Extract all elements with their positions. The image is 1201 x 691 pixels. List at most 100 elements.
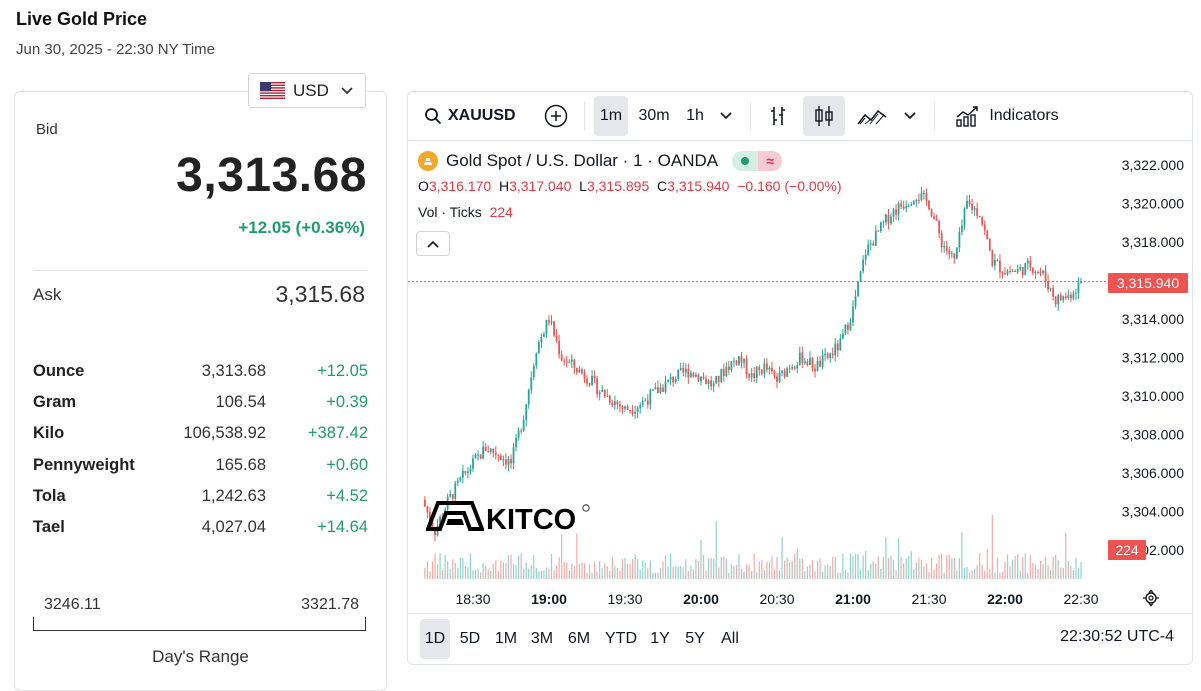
volume-bar (654, 572, 656, 579)
candle-body (829, 353, 832, 359)
volume-bar (1077, 567, 1080, 579)
volume-bar (999, 572, 1001, 579)
symbol-search-button[interactable]: XAUUSD (418, 96, 524, 136)
volume-bar (474, 569, 477, 579)
candle-body (426, 506, 429, 513)
candle-body (750, 373, 753, 378)
candle-body (1039, 272, 1042, 274)
currency-label: USD (293, 80, 329, 100)
candle-body (725, 366, 728, 377)
candle-body (459, 477, 462, 481)
indicators-button[interactable]: Indicators (944, 96, 1070, 136)
candle-body (565, 361, 568, 363)
volume-bar (634, 554, 636, 579)
candlestick-chart[interactable]: 3,322.0003,320.0003,318.0003,316.0003,31… (408, 141, 1192, 613)
chart-type-dropdown-button[interactable] (898, 96, 922, 136)
volume-bar (946, 555, 948, 579)
range-5y-button[interactable]: 5Y (685, 630, 705, 647)
volume-bar (601, 568, 603, 579)
volume-bar (566, 562, 568, 579)
candle-body (849, 322, 852, 330)
candle-body (505, 459, 507, 465)
volume-bar (796, 548, 798, 579)
candle-body (649, 389, 652, 405)
interval-1h-button[interactable]: 1h (686, 107, 704, 124)
y-tick-label: 3,318.000 (1122, 234, 1184, 250)
interval-30m-button[interactable]: 30m (638, 107, 670, 124)
volume-bar (505, 563, 507, 579)
volume-bar (472, 570, 474, 579)
candle-body (682, 367, 685, 373)
range-all-button[interactable]: All (721, 630, 739, 647)
volume-bar (662, 561, 664, 579)
volume-bar (860, 569, 862, 579)
volume-bar (943, 572, 945, 579)
volume-bar (1024, 553, 1026, 579)
candle-body (598, 391, 601, 395)
volume-bar (594, 561, 596, 579)
range-1y-button[interactable]: 1Y (650, 630, 670, 647)
range-1d-button[interactable]: 1D (420, 619, 450, 659)
candle-body (821, 355, 824, 367)
collapse-legend-button[interactable] (416, 231, 450, 256)
interval-1m-button[interactable]: 1m (594, 96, 628, 136)
unit-name: Pennyweight (33, 455, 135, 474)
candle-body (651, 389, 654, 391)
candle-body (791, 367, 794, 369)
unit-change: +4.52 (326, 486, 368, 505)
volume-bar (834, 556, 836, 579)
range-ytd-button[interactable]: YTD (605, 630, 637, 647)
range-5d-button[interactable]: 5D (459, 630, 481, 647)
unit-row-gram: Gram 106.54 +0.39 (33, 393, 368, 424)
compare-symbol-button[interactable] (540, 96, 572, 136)
volume-bar (882, 556, 884, 579)
candle-body (654, 387, 657, 390)
market-open-dot-icon (741, 157, 750, 165)
candle-body (722, 369, 725, 377)
volume-bar (637, 559, 639, 579)
divider (750, 102, 751, 130)
day-range-low: 3246.11 (44, 596, 101, 613)
candle-body (900, 203, 903, 207)
unit-row-ounce: Ounce 3,313.68 +12.05 (33, 362, 368, 393)
candle-body (525, 404, 528, 420)
market-status-pill[interactable]: ≈ (732, 151, 783, 171)
volume-bar (588, 564, 591, 579)
unit-price: 1,242.63 (201, 486, 266, 505)
volume-bar (477, 568, 479, 579)
range-6m-button[interactable]: 6M (567, 630, 591, 647)
volume-bar (510, 554, 512, 579)
candle-body (755, 367, 758, 378)
bar-chart-type-button[interactable] (760, 96, 796, 136)
candle-body (581, 369, 583, 374)
candle-body (700, 376, 702, 382)
volume-bar (708, 558, 710, 579)
interval-dropdown-button[interactable] (714, 96, 738, 136)
candle-body (449, 494, 452, 497)
candle-body (1016, 269, 1019, 272)
volume-bar (639, 569, 641, 579)
volume-bar (768, 562, 770, 579)
x-tick-label: 21:30 (911, 591, 946, 607)
settings-icon[interactable] (1143, 589, 1159, 607)
volume-bar (791, 560, 793, 579)
candle-body (882, 222, 885, 224)
range-3m-button[interactable]: 3M (530, 630, 554, 647)
currency-select[interactable]: USD (248, 73, 366, 108)
symbol-label: XAUUSD (448, 107, 516, 124)
range-1m-button[interactable]: 1M (494, 630, 518, 647)
chart-toolbar: XAUUSD 1m 30m 1h Indicators (408, 92, 1192, 141)
candle-body (667, 379, 669, 382)
volume-bar (974, 569, 976, 579)
candle-body (570, 359, 573, 362)
area-chart-type-button[interactable] (852, 96, 892, 136)
volume-bar (1060, 567, 1062, 579)
x-tick-label: 21:00 (835, 591, 871, 607)
volume-bar (948, 554, 950, 579)
y-tick-label: 3,308.000 (1122, 427, 1184, 443)
volume-bar (756, 572, 758, 579)
candles-chart-type-button[interactable] (803, 96, 845, 136)
volume-bar (1001, 571, 1004, 579)
candle-body (679, 367, 682, 370)
candle-body (545, 320, 548, 335)
